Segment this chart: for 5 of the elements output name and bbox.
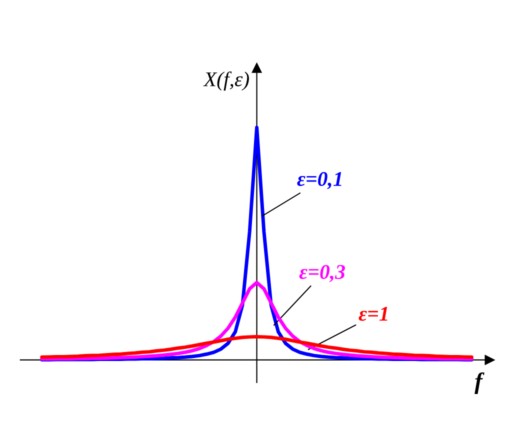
series-label: ε=1 bbox=[358, 306, 388, 321]
x-axis-title: f bbox=[474, 372, 484, 394]
series-label: ε=0,1 bbox=[297, 172, 342, 190]
y-axis-title: X(f,ε) bbox=[203, 71, 249, 91]
series-label: ε=0,3 bbox=[299, 264, 345, 282]
